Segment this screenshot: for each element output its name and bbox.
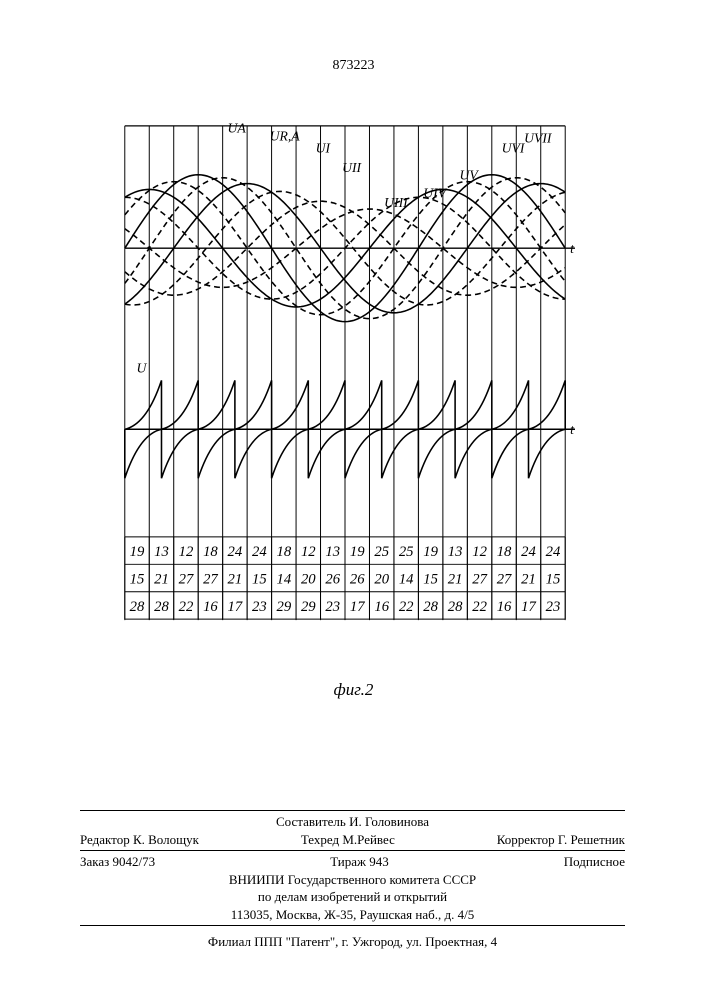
svg-text:13: 13 [448,544,463,560]
svg-text:29: 29 [276,599,291,615]
svg-text:21: 21 [154,572,169,588]
svg-text:15: 15 [252,572,267,588]
svg-text:24: 24 [521,544,536,560]
svg-text:15: 15 [130,572,145,588]
svg-text:U: U [137,360,148,375]
footer-org2: по делам изобретений и открытий [80,888,625,906]
svg-text:19: 19 [130,544,145,560]
footer-compiler: Составитель И. Головинова [80,813,625,831]
svg-text:UI: UI [316,140,332,155]
svg-text:13: 13 [325,544,340,560]
svg-text:22: 22 [179,599,194,615]
svg-text:12: 12 [472,544,487,560]
svg-text:16: 16 [203,599,218,615]
svg-text:28: 28 [423,599,438,615]
svg-text:26: 26 [350,572,365,588]
svg-text:UA: UA [228,121,247,136]
svg-text:20: 20 [301,572,316,588]
footer-branch: Филиал ППП "Патент", г. Ужгород, ул. Про… [80,934,625,950]
svg-text:28: 28 [130,599,145,615]
footer-order: Заказ 9042/73 [80,853,155,871]
svg-text:13: 13 [154,544,169,560]
svg-text:15: 15 [423,572,438,588]
svg-text:21: 21 [448,572,463,588]
svg-text:23: 23 [325,599,340,615]
footer-tirazh: Тираж 943 [330,853,389,871]
svg-text:18: 18 [276,544,291,560]
svg-text:UVI: UVI [502,140,526,155]
svg-text:16: 16 [374,599,389,615]
footer-sub: Подписное [564,853,625,871]
svg-text:17: 17 [228,599,243,615]
svg-text:24: 24 [252,544,267,560]
svg-text:25: 25 [399,544,414,560]
svg-text:27: 27 [472,572,487,588]
svg-text:UVII: UVII [524,130,553,145]
svg-text:UIV: UIV [423,185,447,200]
svg-text:19: 19 [350,544,365,560]
svg-text:14: 14 [276,572,291,588]
svg-text:21: 21 [521,572,536,588]
svg-text:UV: UV [460,168,480,183]
svg-text:12: 12 [301,544,316,560]
footer-org1: ВНИИПИ Государственного комитета СССР [80,871,625,889]
svg-text:26: 26 [325,572,340,588]
svg-text:22: 22 [472,599,487,615]
svg-text:14: 14 [399,572,414,588]
svg-text:UIII: UIII [384,195,409,210]
svg-text:18: 18 [203,544,218,560]
svg-text:UII: UII [342,160,362,175]
patent-number: 873223 [0,58,707,74]
svg-text:28: 28 [154,599,169,615]
svg-text:25: 25 [374,544,389,560]
footer-editor: Редактор К. Волощук [80,831,199,849]
svg-text:19: 19 [423,544,438,560]
svg-text:24: 24 [228,544,243,560]
svg-text:29: 29 [301,599,316,615]
svg-text:20: 20 [374,572,389,588]
svg-text:27: 27 [203,572,218,588]
svg-text:23: 23 [546,599,561,615]
svg-text:23: 23 [252,599,267,615]
svg-text:28: 28 [448,599,463,615]
figure-caption: фиг.2 [0,680,707,700]
svg-text:21: 21 [228,572,243,588]
svg-text:24: 24 [546,544,561,560]
svg-text:18: 18 [497,544,512,560]
svg-text:27: 27 [179,572,194,588]
svg-text:27: 27 [497,572,512,588]
svg-text:17: 17 [521,599,536,615]
svg-text:22: 22 [399,599,414,615]
footer-block: Составитель И. Головинова Редактор К. Во… [80,808,625,928]
svg-text:UR,A: UR,A [270,129,301,144]
footer-tech: Техред М.Рейвес [301,831,395,849]
svg-text:17: 17 [350,599,365,615]
figure: tUAUR,AUIUIIUIIIUIVUVUVIUVIItU1913121824… [115,115,575,675]
svg-text:12: 12 [179,544,194,560]
footer-corrector: Корректор Г. Решетник [497,831,625,849]
svg-text:16: 16 [497,599,512,615]
svg-text:15: 15 [546,572,561,588]
footer-addr: 113035, Москва, Ж-35, Раушская наб., д. … [80,906,625,924]
